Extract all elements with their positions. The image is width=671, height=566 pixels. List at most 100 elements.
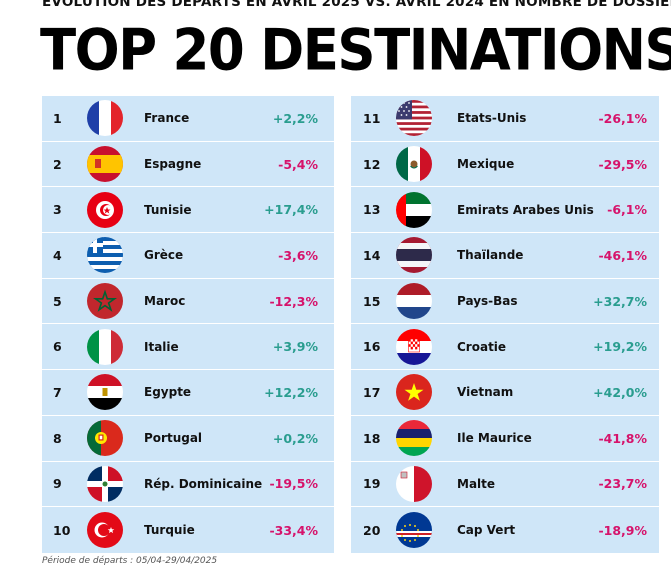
- chart-title: TOP 20 DESTINATIONS: [40, 17, 671, 84]
- change-value: +3,9%: [272, 339, 318, 355]
- country-name: Grèce: [144, 248, 184, 263]
- rank-label: 6: [53, 339, 62, 355]
- turkey-flag-icon: [87, 512, 123, 549]
- rank-label: 5: [53, 293, 62, 309]
- netherlands-flag-icon: [396, 283, 432, 320]
- egypt-flag-icon: [87, 374, 123, 411]
- rank-label: 18: [363, 430, 381, 446]
- spain-flag-icon: [87, 146, 123, 183]
- mexico-flag-icon: [396, 146, 432, 183]
- country-name: Etats-Unis: [457, 111, 527, 126]
- period-note: Période de départs : 05/04-29/04/2025: [42, 556, 218, 566]
- table-row: 4 Grèce -3,6%: [42, 233, 334, 279]
- tunisia-flag-icon: [87, 191, 123, 228]
- rank-label: 15: [363, 293, 381, 309]
- change-value: +12,2%: [264, 384, 318, 400]
- ranking-column-left: 1 France +2,2% 2 Espagne -5,4% 3 Tunisie +17,4% 4…: [42, 96, 334, 553]
- change-value: -41,8%: [598, 430, 647, 446]
- dominican-republic-flag-icon: [87, 465, 123, 502]
- change-value: +2,2%: [272, 110, 318, 126]
- change-value: +42,0%: [593, 384, 647, 400]
- country-name: Turquie: [144, 523, 195, 538]
- change-value: -3,6%: [278, 247, 318, 263]
- table-row: 5 Maroc -12,3%: [42, 279, 334, 325]
- country-name: Vietnam: [457, 385, 514, 400]
- rank-label: 10: [53, 522, 71, 538]
- rank-label: 7: [53, 384, 62, 400]
- country-name: Espagne: [144, 157, 202, 172]
- greece-flag-icon: [87, 237, 123, 274]
- rank-label: 17: [363, 384, 381, 400]
- table-row: 8 Portugal +0,2%: [42, 416, 334, 462]
- mauritius-flag-icon: [396, 420, 432, 457]
- country-name: France: [144, 111, 190, 126]
- table-row: 7 Egypte +12,2%: [42, 370, 334, 416]
- ranking-column-right: 11 Etats-Unis -26,1% 12 Mexique -29,5% 13 Emira…: [351, 96, 659, 553]
- country-name: Thaïlande: [457, 248, 524, 263]
- change-value: +32,7%: [593, 293, 647, 309]
- rank-label: 12: [363, 156, 381, 172]
- change-value: +0,2%: [272, 430, 318, 446]
- change-value: -12,3%: [269, 293, 318, 309]
- rank-label: 9: [53, 476, 62, 492]
- table-row: 3 Tunisie +17,4%: [42, 187, 334, 234]
- change-value: -18,9%: [598, 522, 647, 538]
- change-value: -29,5%: [598, 156, 647, 172]
- table-row: 14 Thaïlande -46,1%: [351, 233, 659, 279]
- change-value: -5,4%: [278, 156, 318, 172]
- table-row: 12 Mexique -29,5%: [351, 142, 659, 188]
- table-row: 13 Emirats Arabes Unis -6,1%: [351, 187, 659, 234]
- france-flag-icon: [87, 100, 123, 137]
- chart-subtitle: ÉVOLUTION DES DÉPARTS EN AVRIL 2025 VS. …: [42, 0, 671, 10]
- country-name: Croatie: [457, 339, 507, 354]
- change-value: +17,4%: [264, 202, 318, 218]
- rank-label: 1: [53, 110, 62, 126]
- country-name: Rép. Dominicaine: [144, 476, 263, 491]
- rank-label: 8: [53, 430, 62, 446]
- thailand-flag-icon: [396, 237, 432, 274]
- change-value: -19,5%: [269, 476, 318, 492]
- country-name: Italie: [144, 339, 179, 354]
- change-value: -33,4%: [269, 522, 318, 538]
- rank-label: 11: [363, 110, 381, 126]
- morocco-flag-icon: [87, 283, 123, 320]
- rank-label: 4: [53, 247, 62, 263]
- country-name: Portugal: [144, 431, 203, 446]
- rank-label: 14: [363, 247, 381, 263]
- cape-verde-flag-icon: [396, 512, 432, 549]
- table-row: 10 Turquie -33,4%: [42, 507, 334, 553]
- country-name: Ile Maurice: [457, 431, 532, 446]
- portugal-flag-icon: [87, 420, 123, 457]
- croatia-flag-icon: [396, 328, 432, 365]
- table-row: 9 Rép. Dominicaine -19,5%: [42, 462, 334, 508]
- rank-label: 19: [363, 476, 381, 492]
- usa-flag-icon: [396, 100, 432, 137]
- change-value: -46,1%: [598, 247, 647, 263]
- table-row: 6 Italie +3,9%: [42, 324, 334, 371]
- change-value: -6,1%: [607, 202, 647, 218]
- change-value: -23,7%: [598, 476, 647, 492]
- italy-flag-icon: [87, 328, 123, 365]
- country-name: Mexique: [457, 157, 515, 172]
- table-row: 2 Espagne -5,4%: [42, 142, 334, 188]
- rank-label: 2: [53, 156, 62, 172]
- table-row: 1 France +2,2%: [42, 96, 334, 142]
- table-row: 16 Croatie +19,2%: [351, 324, 659, 371]
- table-row: 18 Ile Maurice -41,8%: [351, 416, 659, 462]
- rank-label: 3: [53, 202, 62, 218]
- table-row: 17 Vietnam +42,0%: [351, 370, 659, 416]
- country-name: Emirats Arabes Unis: [457, 202, 594, 217]
- country-name: Tunisie: [144, 202, 192, 217]
- table-row: 15 Pays-Bas +32,7%: [351, 279, 659, 325]
- country-name: Pays-Bas: [457, 294, 518, 309]
- vietnam-flag-icon: [396, 374, 432, 411]
- rank-label: 20: [363, 522, 381, 538]
- malta-flag-icon: [396, 465, 432, 502]
- change-value: +19,2%: [593, 339, 647, 355]
- table-row: 20 Cap Vert -18,9%: [351, 507, 659, 553]
- table-row: 19 Malte -23,7%: [351, 462, 659, 508]
- table-row: 11 Etats-Unis -26,1%: [351, 96, 659, 142]
- country-name: Malte: [457, 476, 496, 491]
- uae-flag-icon: [396, 191, 432, 228]
- country-name: Maroc: [144, 294, 186, 309]
